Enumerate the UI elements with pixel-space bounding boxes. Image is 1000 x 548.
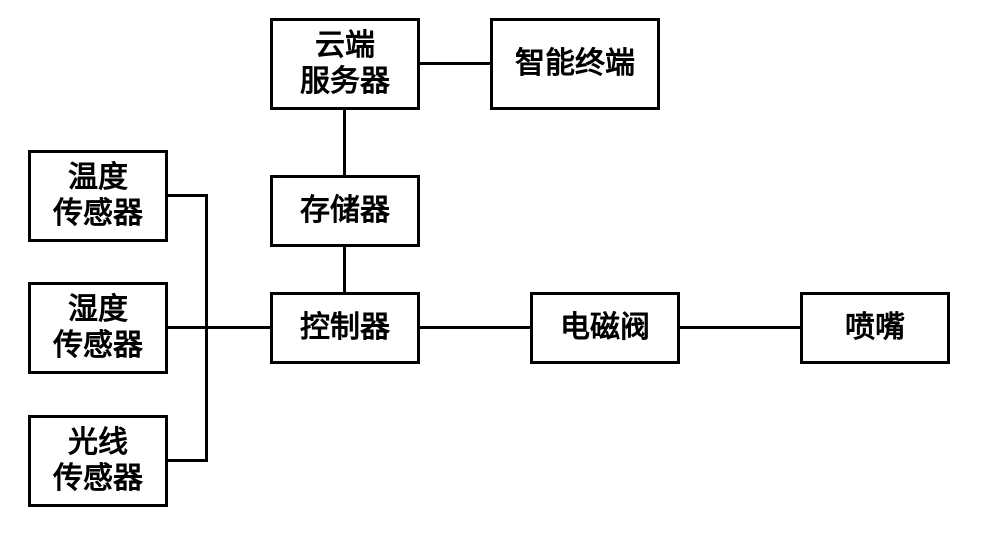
node-humidity-sensor: 湿度传感器 <box>28 282 168 374</box>
node-label: 传感器 <box>53 328 143 364</box>
node-label: 光线 <box>68 425 128 461</box>
node-label: 传感器 <box>53 196 143 232</box>
edge-1 <box>343 110 346 175</box>
node-label: 喷嘴 <box>845 310 905 346</box>
node-light-sensor: 光线传感器 <box>28 415 168 507</box>
node-memory: 存储器 <box>270 175 420 247</box>
edge-4 <box>680 326 800 329</box>
node-smart-terminal: 智能终端 <box>490 18 660 110</box>
node-label: 湿度 <box>68 292 128 328</box>
node-label: 温度 <box>68 160 128 196</box>
node-label: 云端 <box>315 28 375 64</box>
edge-0 <box>420 62 490 65</box>
node-label: 服务器 <box>300 64 390 100</box>
node-nozzle: 喷嘴 <box>800 292 950 364</box>
node-label: 传感器 <box>53 461 143 497</box>
edge-5 <box>168 194 208 197</box>
edge-6 <box>168 326 270 329</box>
node-solenoid-valve: 电磁阀 <box>530 292 680 364</box>
node-label: 存储器 <box>300 193 390 229</box>
edge-7 <box>168 459 208 462</box>
node-label: 电磁阀 <box>560 310 650 346</box>
node-cloud-server: 云端服务器 <box>270 18 420 110</box>
edge-2 <box>343 247 346 292</box>
edge-8 <box>205 194 208 462</box>
edge-3 <box>420 326 530 329</box>
node-label: 智能终端 <box>515 46 635 82</box>
node-controller: 控制器 <box>270 292 420 364</box>
node-label: 控制器 <box>300 310 390 346</box>
node-temp-sensor: 温度传感器 <box>28 150 168 242</box>
